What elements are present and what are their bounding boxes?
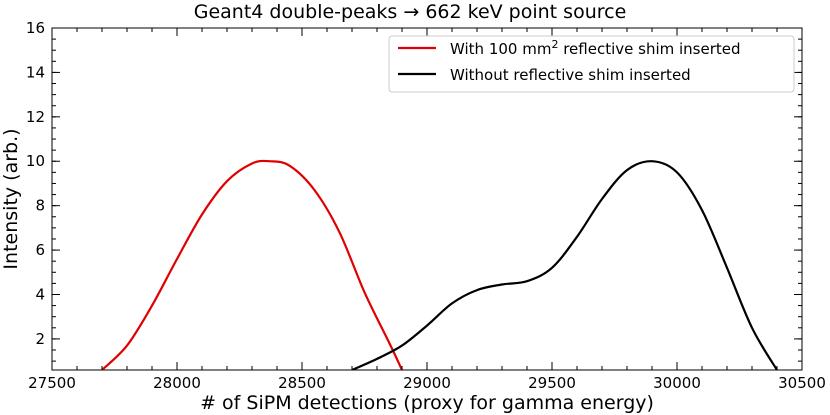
y-tick-label: 10: [26, 152, 45, 170]
y-tick-label: 4: [35, 285, 45, 303]
y-tick-label: 14: [26, 63, 45, 81]
x-tick-label: 29000: [403, 374, 451, 392]
series-line-with-shim: [101, 159, 403, 370]
y-tick-label: 6: [35, 241, 45, 259]
y-tick-label: 2: [35, 330, 45, 348]
legend: With 100 mm2 reflective shim inserted Wi…: [388, 35, 795, 93]
x-tick-label: 29500: [528, 374, 576, 392]
series-line-without-shim: [351, 160, 778, 370]
legend-frame: [388, 35, 795, 93]
y-tick-label: 12: [26, 108, 45, 126]
x-tick-label: 30000: [653, 374, 701, 392]
y-axis-title: Intensity (arb.): [0, 128, 22, 269]
x-tick-label: 30500: [778, 374, 826, 392]
y-tick-label: 8: [35, 197, 45, 215]
y-tick-label: 16: [26, 19, 45, 37]
legend-label-without-shim: Without reflective shim inserted: [450, 66, 691, 84]
chart-title: Geant4 double-peaks → 662 keV point sour…: [194, 1, 627, 23]
legend-label-with-shim: With 100 mm2 reflective shim inserted: [450, 38, 741, 58]
x-tick-label: 27500: [28, 374, 76, 392]
x-axis-title: # of SiPM detections (proxy for gamma en…: [200, 392, 654, 414]
x-tick-label: 28500: [278, 374, 326, 392]
x-tick-label: 28000: [153, 374, 201, 392]
